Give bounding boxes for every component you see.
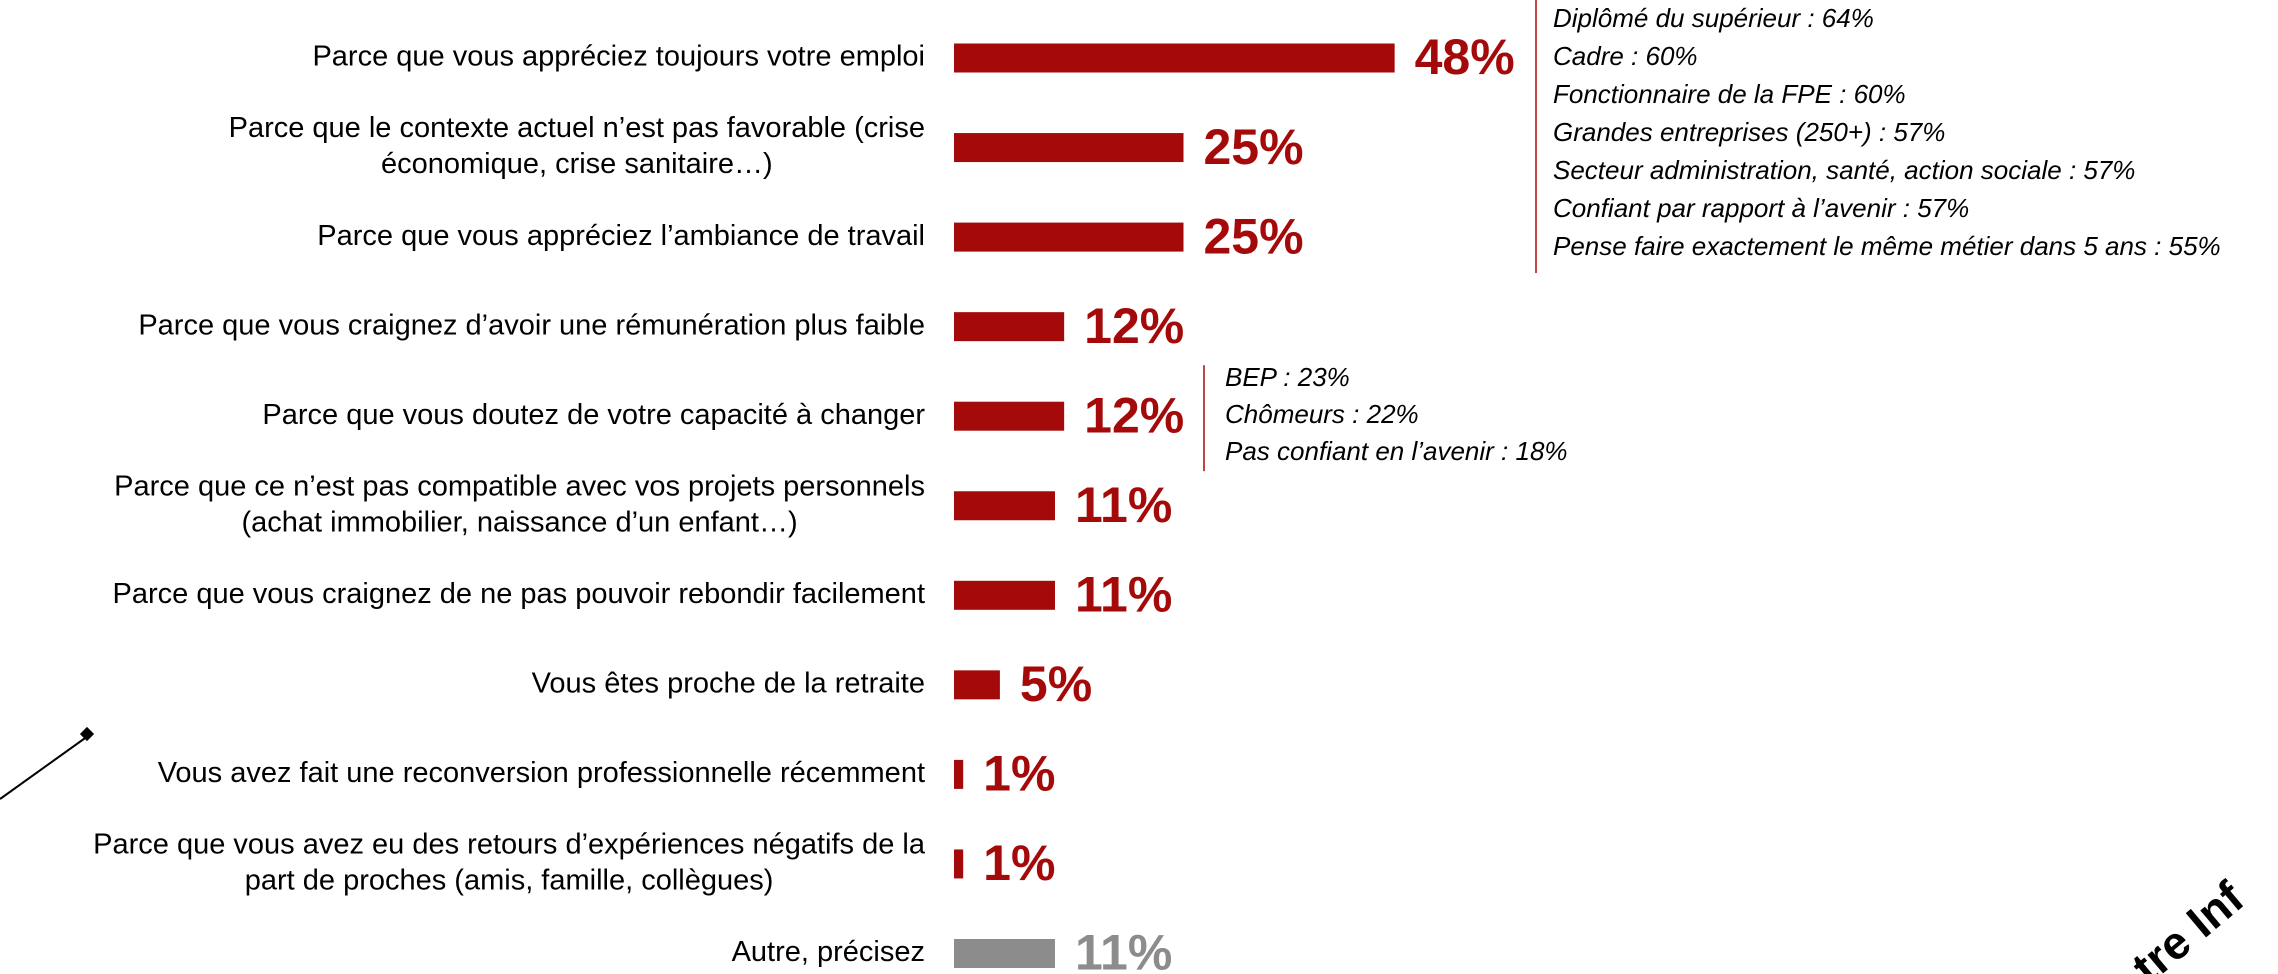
category-label: Parce que vous craignez d’avoir une rému… [138,309,925,341]
value-label: 25% [1204,208,1304,264]
annotation-text: Pense faire exactement le même métier da… [1553,231,2221,261]
category-label: Parce que vous appréciez l’ambiance de t… [317,220,925,252]
bar [954,133,1184,163]
value-label: 11% [1075,477,1172,533]
annotation-text: Secteur administration, santé, action so… [1553,155,2135,185]
value-label: 1% [983,835,1055,891]
category-line: part de proches (amis, famille, collègue… [245,865,774,897]
bar [954,670,1000,700]
bar [954,312,1065,342]
annotation-text: Confiant par rapport à l’avenir : 57% [1553,193,1969,223]
category-line: économique, crise sanitaire…) [381,148,773,180]
annotation-text: Chômeurs : 22% [1225,399,1419,429]
value-label: 11% [1075,925,1172,974]
value-label: 12% [1084,298,1184,354]
category-label: Parce que vous avez eu des retours d’exp… [93,829,926,897]
annotation-text: Cadre : 60% [1553,41,1698,71]
annotation-text: Diplômé du supérieur : 64% [1553,3,1874,33]
value-label: 25% [1204,119,1304,175]
category-label: Parce que vous craignez de ne pas pouvoi… [113,578,925,610]
bar [954,580,1055,610]
category-line: Parce que le contexte actuel n’est pas f… [229,112,925,144]
category-line: (achat immobilier, naissance d’un enfant… [242,506,798,538]
bar [954,759,964,789]
category-label: Autre, précisez [732,936,925,968]
bar [954,849,964,879]
bar [954,939,1055,968]
annotation-text: Pas confiant en l’avenir : 18% [1225,436,1568,466]
value-label: 48% [1415,29,1515,85]
annotation-text: Grandes entreprises (250+) : 57% [1553,117,1945,147]
bar [954,491,1055,521]
category-label: Parce que le contexte actuel n’est pas f… [229,112,925,180]
category-label: Parce que vous doutez de votre capacité … [262,399,925,431]
category-label: Parce que ce n’est pas compatible avec v… [114,470,925,538]
annotation-text: Fonctionnaire de la FPE : 60% [1553,79,1906,109]
annotation-text: BEP : 23% [1225,362,1350,392]
bar [954,401,1065,431]
value-label: 1% [983,746,1055,802]
category-label: Parce que vous appréciez toujours votre … [312,41,925,73]
category-line: Parce que ce n’est pas compatible avec v… [114,470,925,502]
bar [954,43,1395,73]
connector-diamond [79,726,95,742]
bar [954,222,1184,252]
value-label: 12% [1084,387,1184,443]
category-label: Vous avez fait une reconversion professi… [158,757,925,789]
corner-text: tre Inf [2122,871,2254,974]
category-label: Vous êtes proche de la retraite [532,668,925,700]
value-label: 5% [1020,656,1092,712]
category-line: Parce que vous avez eu des retours d’exp… [93,829,926,861]
value-label: 11% [1075,567,1172,623]
connector-line [0,735,89,800]
